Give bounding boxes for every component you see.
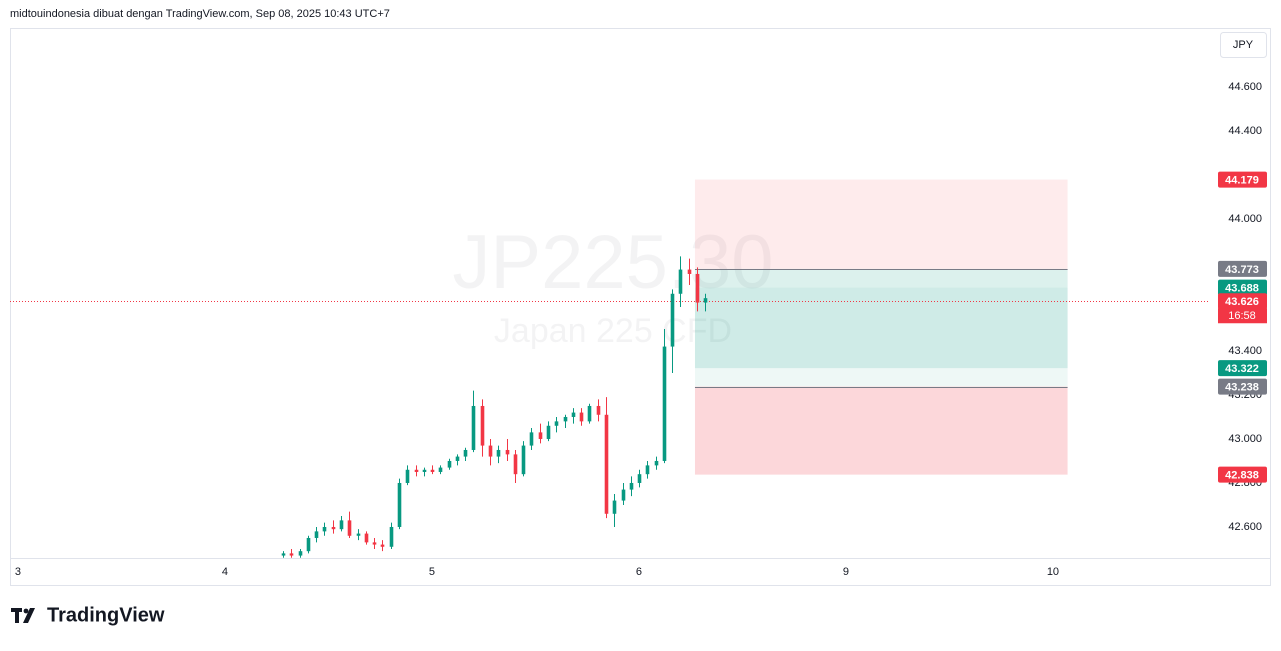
candle-body [389, 526, 394, 547]
candle-body [480, 405, 485, 446]
candle-body [306, 537, 311, 552]
candle-body [298, 551, 303, 556]
candle-body [662, 346, 667, 461]
y-tick-label: 44.400 [1228, 125, 1262, 137]
price-label-bg [1218, 378, 1267, 395]
candle-body [637, 474, 642, 483]
x-tick-label: 4 [222, 566, 228, 578]
countdown: 16:58 [1228, 310, 1256, 322]
price-label: 43.688 [1225, 283, 1259, 295]
y-tick-label: 43.400 [1228, 345, 1262, 357]
candle-body [546, 425, 551, 439]
candle-body [695, 273, 700, 303]
currency[interactable]: JPY [1233, 39, 1254, 51]
position-zone [694, 179, 1068, 269]
last-price-label-bg [1218, 293, 1267, 310]
currency-button[interactable] [1220, 32, 1267, 58]
candle-body [496, 449, 501, 457]
candle-body [471, 405, 476, 450]
candle-body [612, 500, 617, 514]
candle-body [529, 432, 534, 446]
candle-body [339, 520, 344, 530]
price-label-bg [1218, 360, 1267, 377]
candle-body [505, 449, 510, 455]
header: midtouindonesia dibuat dengan TradingVie… [10, 8, 390, 20]
position-zone [694, 287, 1068, 369]
x-tick-label: 3 [15, 566, 21, 578]
candle-body [281, 553, 286, 556]
candle-body [438, 467, 443, 472]
x-tick-label: 5 [429, 566, 435, 578]
candle-body [397, 482, 402, 527]
candle-body [703, 298, 708, 303]
candle-body [289, 553, 294, 556]
candle-body [604, 414, 609, 514]
candle-body [645, 465, 650, 475]
candle-body [587, 405, 592, 422]
x-tick-label: 10 [1047, 566, 1059, 578]
candle-body [538, 432, 543, 439]
watermark-symbol: JP225.30 [452, 220, 773, 305]
candle-body [380, 544, 385, 547]
candle-body [463, 449, 468, 457]
candle-body [314, 531, 319, 538]
candle-body [554, 421, 559, 426]
candle-body [414, 469, 419, 472]
price-label: 42.838 [1225, 470, 1259, 482]
candle-body [563, 416, 568, 422]
y-tick-label: 42.600 [1228, 521, 1262, 533]
price-label-bg [1218, 466, 1267, 483]
candle-body [422, 469, 427, 472]
candle-body [596, 405, 601, 415]
candle-body [488, 445, 493, 457]
price-label: 43.773 [1225, 264, 1259, 276]
candle-body [687, 269, 692, 274]
candle-body [447, 460, 452, 468]
countdown-bg [1218, 308, 1267, 324]
candle-body [670, 293, 675, 347]
logo-icon [11, 608, 35, 623]
position-zone [694, 268, 1068, 369]
candle-body [513, 454, 518, 475]
candle-body [372, 542, 377, 545]
logo: TradingView [47, 604, 165, 626]
last-price-label: 43.626 [1225, 296, 1259, 308]
candle-body [654, 460, 659, 466]
candle-body [356, 533, 361, 536]
price-label-bg [1218, 171, 1267, 188]
x-tick-label: 9 [843, 566, 849, 578]
price-label: 43.322 [1225, 363, 1259, 375]
watermark-description: Japan 225 CFD [494, 312, 732, 350]
candle-body [405, 469, 410, 483]
price-label-bg [1218, 260, 1267, 277]
candle-body [347, 520, 352, 536]
frame [10, 28, 1271, 586]
candle-body [331, 526, 336, 530]
price-label: 43.238 [1225, 382, 1259, 394]
candle-body [579, 412, 584, 422]
y-tick-label: 44.000 [1228, 213, 1262, 225]
price-label: 44.179 [1225, 174, 1259, 186]
candle-body [678, 269, 683, 294]
candle-body [430, 469, 435, 472]
x-tick-label: 6 [636, 566, 642, 578]
candle-body [571, 412, 576, 417]
position-zone [694, 368, 1068, 387]
candle-body [364, 533, 369, 543]
candle-body [521, 445, 526, 475]
candle-body [455, 456, 460, 461]
y-tick-label: 43.000 [1228, 433, 1262, 445]
candle-body [322, 526, 327, 532]
price-label-bg [1218, 279, 1267, 296]
y-tick-label: 44.600 [1228, 81, 1262, 93]
candle-body [629, 482, 634, 490]
candle-body [621, 489, 626, 501]
position-zone [694, 386, 1068, 475]
